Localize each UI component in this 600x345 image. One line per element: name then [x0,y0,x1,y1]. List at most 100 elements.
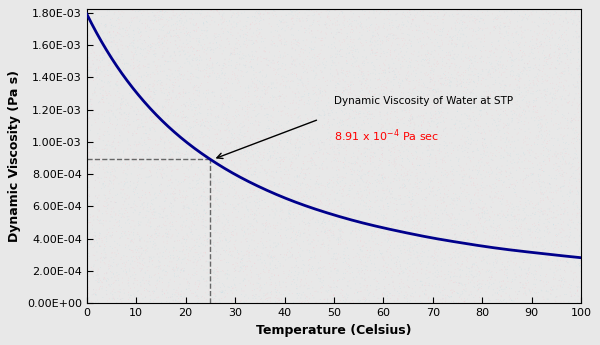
Point [570,207,580,213]
Point [497,234,506,239]
Point [109,178,118,184]
Point [355,65,364,70]
Point [212,104,221,109]
Point [257,236,266,241]
Point [271,128,281,133]
Point [181,177,190,183]
Point [302,101,312,106]
Point [463,221,472,226]
Point [472,228,481,234]
Point [460,129,469,134]
Point [292,237,302,243]
Point [475,40,484,46]
Point [122,272,131,278]
Point [256,283,265,288]
Point [523,213,533,218]
Point [189,266,199,271]
Point [110,92,120,98]
Point [385,291,395,296]
Point [170,50,179,56]
Point [89,287,98,292]
Point [573,80,583,85]
Point [123,121,133,127]
Point [214,259,223,264]
Point [123,69,133,75]
Point [206,244,215,250]
Point [217,86,226,92]
Point [287,148,297,154]
Point [192,209,202,215]
Point [506,49,515,55]
Point [248,152,258,157]
Point [206,300,215,306]
Point [571,290,580,296]
Point [443,243,452,248]
Point [156,181,166,187]
Point [175,18,184,24]
Point [358,72,367,78]
Point [166,139,176,145]
Point [192,55,202,60]
Point [549,29,559,34]
Point [441,83,451,88]
Point [537,168,547,173]
Point [516,252,526,257]
Point [105,29,115,34]
Point [373,128,383,134]
Point [360,287,370,293]
Point [349,255,359,260]
Point [251,292,261,298]
Point [485,277,495,282]
Point [128,52,138,58]
Point [251,282,261,287]
Point [178,140,188,146]
Point [441,126,451,131]
Point [119,215,129,220]
Point [559,140,568,145]
Point [377,68,387,73]
Point [101,22,110,28]
Point [103,31,112,37]
Point [542,146,551,151]
Point [151,108,161,114]
Point [146,176,156,182]
Point [460,20,469,25]
Point [299,88,309,93]
Point [379,213,388,218]
Point [391,32,401,38]
Point [229,285,238,291]
Point [505,275,515,280]
Point [469,27,478,33]
Point [209,275,218,281]
Point [204,236,214,241]
Point [180,142,190,147]
Point [358,243,367,249]
Point [364,109,374,114]
Point [145,223,155,229]
Point [333,267,343,273]
Point [247,253,257,258]
Point [532,298,542,303]
Point [490,194,500,199]
Point [434,132,443,138]
Point [93,166,103,171]
Point [264,10,274,16]
Point [532,134,541,139]
Point [556,230,565,236]
Point [390,155,400,160]
Point [182,10,191,16]
Point [406,102,416,107]
Point [369,291,379,297]
Point [378,291,388,297]
Point [185,34,195,40]
Point [297,198,307,204]
Point [357,32,367,38]
Point [400,115,409,120]
Point [176,208,186,213]
Point [386,95,396,101]
Point [502,174,511,179]
Point [257,95,267,100]
Point [274,295,284,301]
Point [344,164,353,169]
Point [487,224,497,230]
